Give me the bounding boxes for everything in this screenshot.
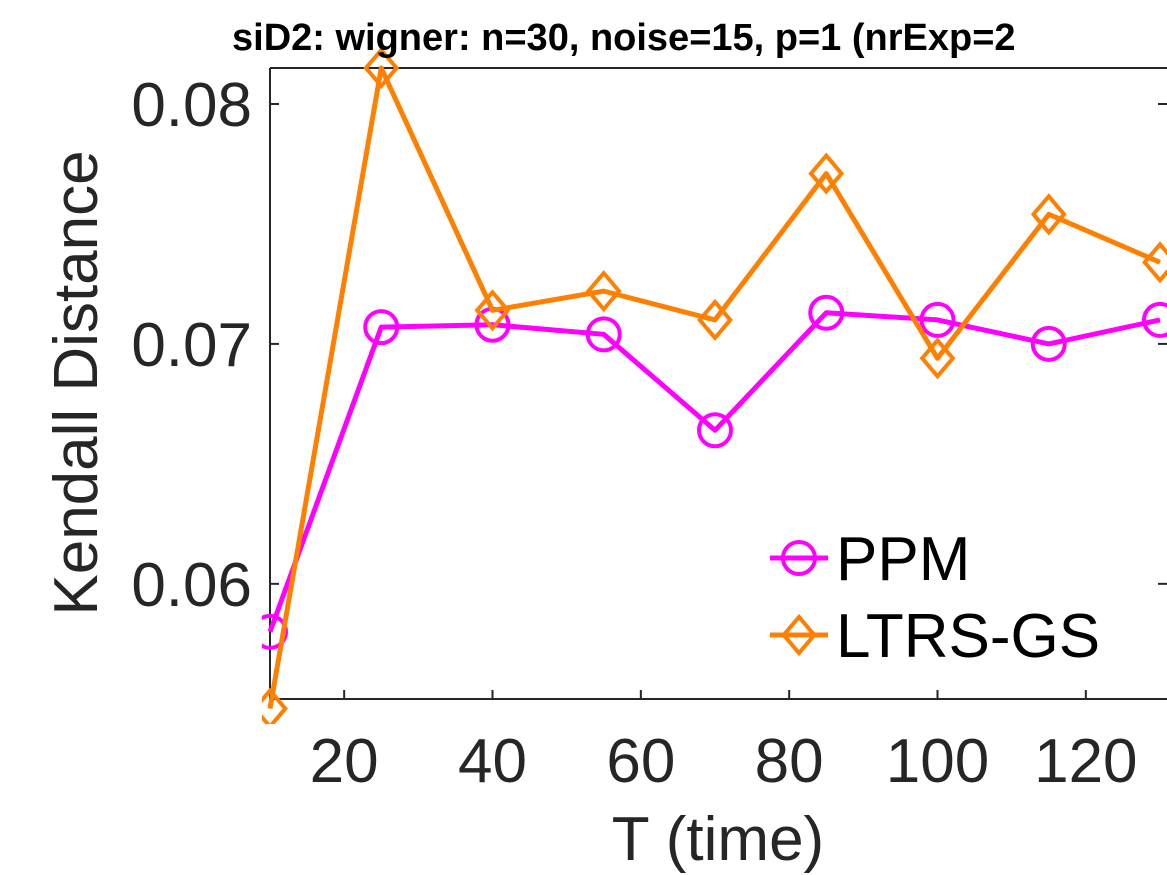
y-tick-label: 0.07 xyxy=(131,311,252,380)
series-line-ltrs-gs xyxy=(267,65,1161,710)
data-point-ppm xyxy=(363,309,400,346)
data-point-ltrs-gs xyxy=(363,46,400,90)
y-tick-label: 0.08 xyxy=(131,71,252,140)
series-layer xyxy=(262,46,1167,724)
x-tick-label: 20 xyxy=(310,727,379,796)
x-tick-label: 60 xyxy=(606,727,675,796)
data-point-ltrs-gs xyxy=(919,337,956,380)
x-axis-title: T (time) xyxy=(612,805,824,874)
data-point-ltrs-gs xyxy=(808,152,845,195)
x-tick-label: 100 xyxy=(886,727,989,796)
legend-label-ltrs-gs: LTRS-GS xyxy=(836,602,1100,671)
legend: PPM LTRS-GS xyxy=(770,525,1100,671)
data-point-ltrs-gs xyxy=(585,270,622,313)
y-tick-label: 0.06 xyxy=(131,551,252,620)
data-point-ltrs-gs xyxy=(697,298,733,342)
y-ticks: 0.06 0.07 0.08 xyxy=(131,71,1167,620)
data-point-ppm xyxy=(808,294,845,331)
x-tick-label: 40 xyxy=(458,727,527,796)
data-point-ppm xyxy=(1142,301,1167,338)
data-point-ppm xyxy=(262,613,288,650)
x-tick-label: 80 xyxy=(755,727,824,796)
data-point-ppm xyxy=(1030,325,1067,362)
legend-marker-ltrs-gs xyxy=(781,613,817,657)
data-point-ltrs-gs xyxy=(1030,193,1067,236)
legend-marker-ppm xyxy=(781,540,817,576)
data-point-ppm xyxy=(585,316,622,353)
data-point-ltrs-gs xyxy=(262,687,288,724)
x-ticks: 20 40 60 80 100 120 xyxy=(310,690,1138,796)
legend-label-ppm: PPM xyxy=(836,525,970,594)
data-point-ppm xyxy=(919,301,956,338)
data-point-ltrs-gs xyxy=(474,289,511,332)
data-point-ltrs-gs xyxy=(1142,241,1167,284)
x-tick-label: 120 xyxy=(1034,727,1137,796)
y-axis-title: Kendall Distance xyxy=(42,150,111,615)
chart-title: siD2: wigner: n=30, noise=15, p=1 (nrExp… xyxy=(232,17,1016,59)
data-point-ppm xyxy=(697,412,733,449)
series-line-ppm xyxy=(267,310,1161,633)
